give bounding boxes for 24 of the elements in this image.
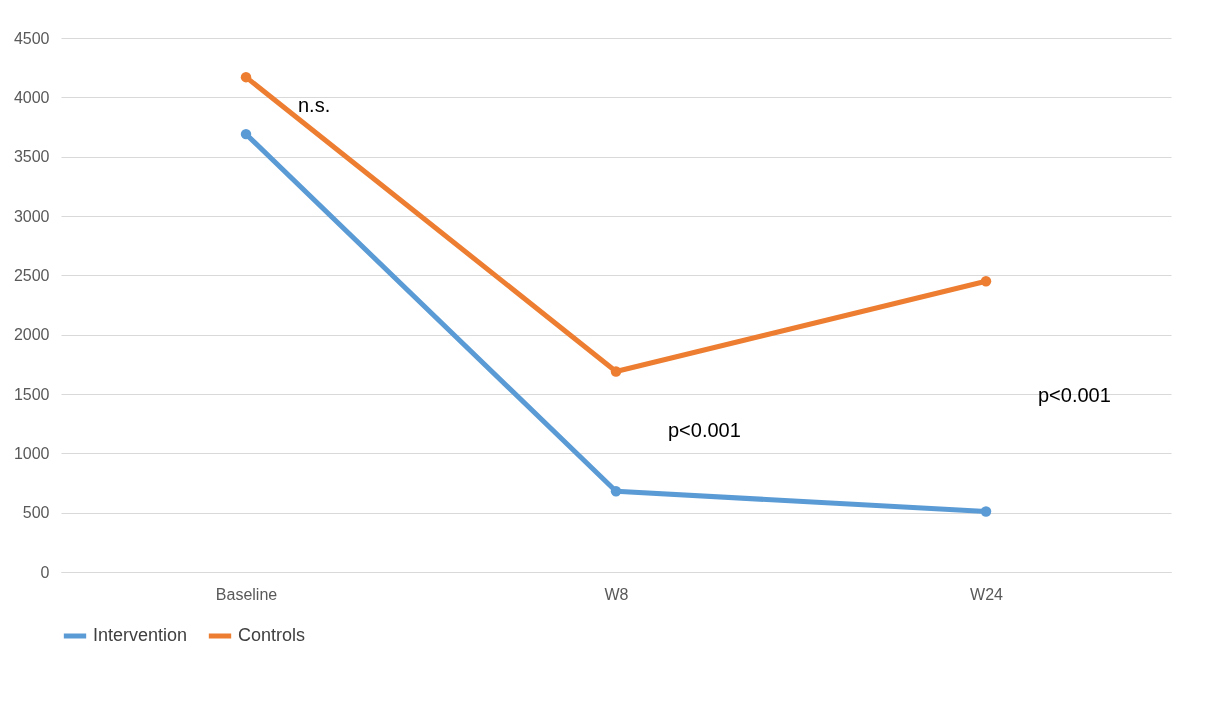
point — [610, 486, 622, 497]
y-tick-label: 500 — [22, 504, 50, 522]
y-tick-label: 1000 — [13, 444, 50, 462]
x-tick-label: Baseline — [215, 585, 278, 603]
y-tick-label: 3000 — [13, 207, 50, 225]
point — [240, 71, 252, 83]
y-tick-label: 2000 — [13, 326, 50, 344]
point — [980, 276, 992, 287]
x-tick-label: W8 — [604, 585, 629, 603]
y-tick-label: 2500 — [13, 266, 50, 284]
y-tick-label: 1500 — [13, 385, 50, 403]
y-tick-label: 3500 — [13, 148, 50, 166]
legend-label: Intervention — [93, 625, 188, 645]
point — [980, 506, 992, 517]
y-tick-label: 4500 — [13, 29, 50, 47]
y-tick-label: 0 — [40, 563, 50, 581]
x-tick-label: W24 — [970, 585, 1004, 603]
y-tick-label: 4000 — [13, 88, 50, 106]
annotation: n.s. — [298, 93, 331, 116]
annotation: p<0.001 — [1038, 384, 1111, 407]
annotation: p<0.001 — [668, 419, 741, 442]
legend-label: Controls — [238, 625, 306, 645]
point — [240, 128, 252, 140]
point — [610, 366, 622, 377]
